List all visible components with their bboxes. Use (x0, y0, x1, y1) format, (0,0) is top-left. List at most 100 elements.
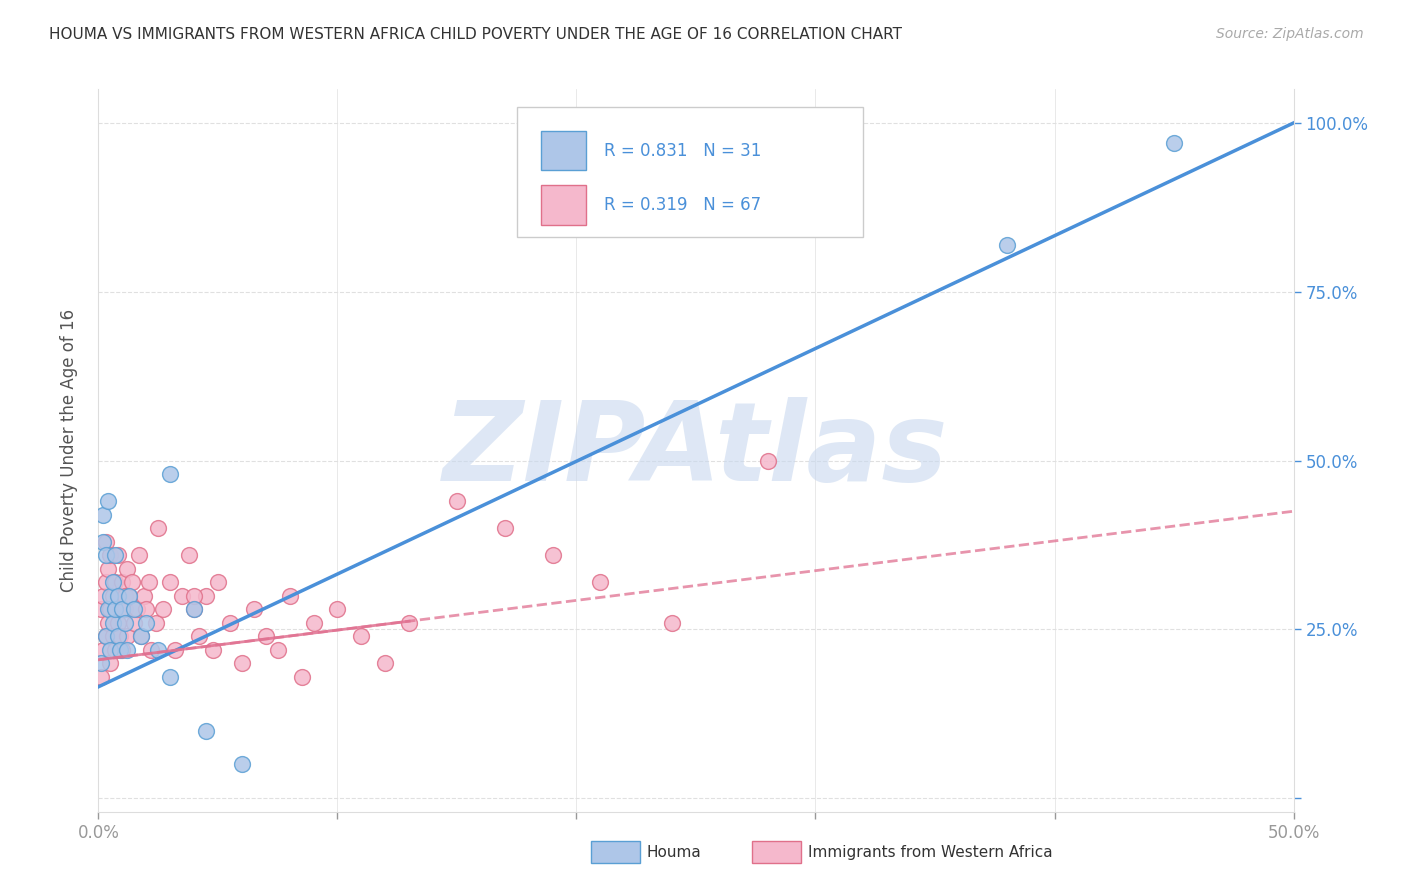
Point (107, 548, 129, 562)
Point (124, 602, 146, 616)
Point (107, 589, 129, 603)
Point (131, 629, 153, 643)
Point (195, 589, 218, 603)
Point (115, 561, 138, 575)
Point (121, 575, 143, 590)
Point (326, 602, 349, 616)
Point (118, 589, 141, 603)
Point (104, 575, 127, 590)
Text: Immigrants from Western Africa: Immigrants from Western Africa (808, 846, 1053, 860)
Point (90, 670, 112, 684)
Point (148, 642, 170, 657)
Point (159, 467, 181, 481)
Point (138, 575, 160, 590)
Point (148, 521, 170, 535)
Point (107, 615, 129, 630)
Point (98, 602, 122, 616)
Point (756, 453, 779, 467)
Point (104, 602, 127, 616)
Point (115, 642, 138, 657)
Point (111, 602, 134, 616)
Point (98, 656, 122, 670)
Text: HOUMA VS IMMIGRANTS FROM WESTERN AFRICA CHILD POVERTY UNDER THE AGE OF 16 CORREL: HOUMA VS IMMIGRANTS FROM WESTERN AFRICA … (49, 27, 903, 42)
Point (98, 548, 122, 562)
Point (183, 602, 205, 616)
Point (97, 561, 120, 575)
Point (139, 642, 162, 657)
Point (94, 629, 117, 643)
Point (91, 508, 114, 522)
Point (97, 615, 120, 630)
Point (179, 548, 201, 562)
Point (163, 642, 186, 657)
Y-axis label: Child Poverty Under the Age of 16: Child Poverty Under the Age of 16 (59, 309, 77, 592)
Point (104, 548, 127, 562)
Text: R = 0.319   N = 67: R = 0.319 N = 67 (605, 196, 761, 214)
Point (98, 589, 122, 603)
Point (115, 629, 138, 643)
Point (231, 656, 253, 670)
Point (131, 629, 153, 643)
Point (207, 575, 229, 590)
Point (91, 534, 114, 549)
Point (94, 629, 117, 643)
Point (1163, 136, 1185, 151)
Point (183, 602, 205, 616)
Point (128, 548, 150, 562)
Point (267, 642, 290, 657)
Point (114, 615, 136, 630)
Text: R = 0.831   N = 31: R = 0.831 N = 31 (605, 142, 761, 160)
Point (291, 670, 314, 684)
Point (202, 642, 225, 657)
Point (97, 494, 120, 508)
FancyBboxPatch shape (517, 107, 863, 237)
Point (90, 656, 112, 670)
Point (159, 670, 181, 684)
Point (398, 615, 420, 630)
Point (187, 629, 209, 643)
Point (111, 642, 134, 657)
Point (541, 548, 564, 562)
Point (91, 642, 114, 657)
Point (97, 602, 120, 616)
Point (231, 757, 253, 772)
Point (183, 589, 205, 603)
Point (108, 629, 131, 643)
Point (98, 642, 122, 657)
Point (107, 629, 129, 643)
Point (101, 629, 124, 643)
Point (94, 575, 117, 590)
Point (243, 602, 266, 616)
Text: ZIPAtlas: ZIPAtlas (443, 397, 949, 504)
Point (195, 723, 218, 738)
Point (108, 602, 131, 616)
Text: Houma: Houma (647, 846, 702, 860)
Point (661, 615, 683, 630)
Point (132, 589, 155, 603)
Point (90, 602, 112, 616)
Point (124, 615, 146, 630)
Point (135, 615, 157, 630)
Point (254, 629, 277, 643)
Point (114, 589, 136, 603)
Point (374, 656, 396, 670)
Point (278, 589, 301, 603)
Text: Source: ZipAtlas.com: Source: ZipAtlas.com (1216, 27, 1364, 41)
Point (995, 237, 1018, 252)
Point (494, 521, 516, 535)
Point (114, 602, 136, 616)
FancyBboxPatch shape (541, 185, 586, 225)
Point (135, 602, 157, 616)
Point (152, 602, 174, 616)
Point (118, 589, 141, 603)
Point (350, 629, 373, 643)
Point (589, 575, 612, 590)
Point (104, 642, 127, 657)
Point (302, 615, 325, 630)
Point (172, 589, 194, 603)
Point (101, 575, 124, 590)
Point (94, 548, 117, 562)
Point (125, 602, 148, 616)
Point (446, 494, 468, 508)
FancyBboxPatch shape (541, 131, 586, 170)
